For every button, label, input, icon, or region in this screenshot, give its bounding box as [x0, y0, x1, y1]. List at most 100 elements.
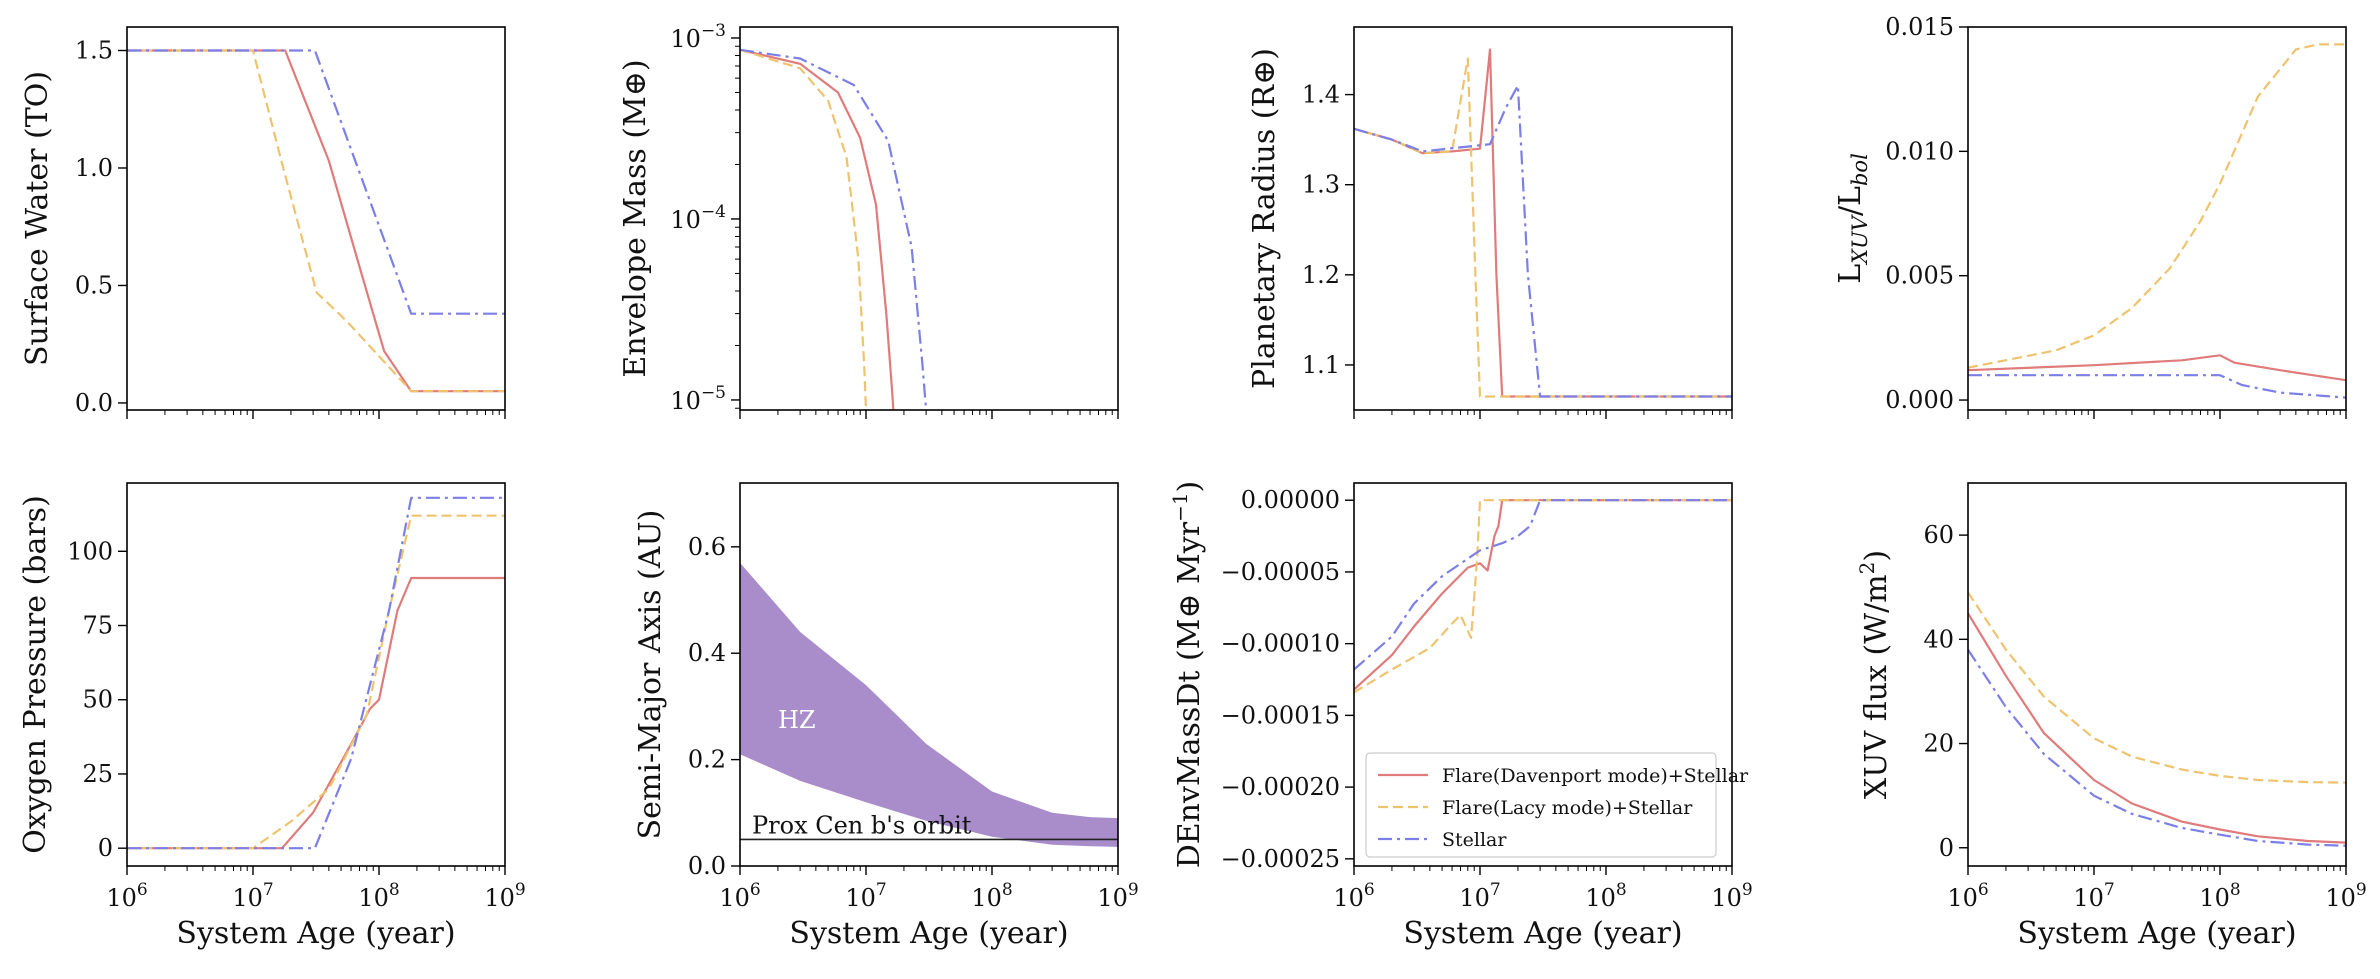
axes-frame — [739, 26, 1119, 411]
series-line-flare_lacy — [1967, 43, 2346, 369]
y-tick-label: 0.005 — [1885, 262, 1954, 290]
y-tick-exponent: −5 — [701, 383, 726, 403]
y-tick-exponent: −4 — [701, 202, 726, 222]
x-tick-label: 107 — [232, 880, 273, 912]
y-axis-label: Semi-Major Axis (AU) — [633, 510, 668, 840]
x-tick-exponent: 9 — [2356, 880, 2367, 900]
x-tick-exponent: 7 — [1490, 880, 1501, 900]
y-tick-label: 0.000 — [1885, 386, 1954, 414]
series-line-flare_davenport — [1967, 354, 2347, 382]
x-tick-label: 107 — [1459, 880, 1500, 912]
series-line-stellar — [1353, 84, 1732, 398]
axes-frame — [126, 26, 506, 411]
y-label-part: L — [1833, 264, 1868, 284]
y-label-subscript: bol — [1848, 153, 1872, 186]
y-tick-label: 1.5 — [75, 36, 113, 64]
x-tick-base: 10 — [1711, 884, 1742, 912]
x-tick-label: 106 — [1947, 880, 1988, 912]
legend-label-flare_davenport: Flare(Davenport mode)+Stellar — [1442, 765, 1749, 787]
y-tick-exponent: −3 — [701, 21, 726, 41]
y-label-part: /L — [1833, 186, 1868, 216]
y-label-part: XUV flux (W/m — [1859, 574, 1894, 799]
x-tick-exponent: 9 — [1128, 880, 1139, 900]
y-tick-label: −0.00010 — [1221, 630, 1340, 658]
y-tick-label: 0 — [98, 834, 113, 862]
x-tick-label: 108 — [2199, 880, 2240, 912]
y-tick-label: 10−3 — [670, 21, 726, 53]
orbit-reference-label: Prox Cen b's orbit — [752, 811, 972, 839]
y-tick-label: 0.4 — [688, 639, 726, 667]
x-axis-label: System Age (year) — [176, 916, 455, 951]
y-tick-label: 60 — [1923, 521, 1954, 549]
x-tick-base: 10 — [1097, 884, 1128, 912]
x-tick-label: 109 — [484, 880, 525, 912]
x-tick-label: 107 — [2073, 880, 2114, 912]
hz-band-area — [740, 562, 1118, 847]
y-label-superscript: −1 — [1168, 492, 1192, 521]
x-tick-base: 10 — [845, 884, 876, 912]
x-tick-exponent: 7 — [876, 880, 887, 900]
axes-frame — [739, 482, 1119, 867]
x-tick-base: 10 — [2199, 884, 2230, 912]
y-tick-label: 10−4 — [670, 202, 726, 234]
y-tick-label: 10−5 — [670, 383, 726, 415]
series-line-flare_lacy — [1353, 57, 1732, 398]
series-line-flare_davenport — [1967, 612, 2347, 844]
x-tick-base: 10 — [358, 884, 389, 912]
y-label-subscript: XUV — [1848, 214, 1872, 266]
y-label-superscript: 2 — [1855, 562, 1879, 575]
x-tick-exponent: 6 — [137, 880, 148, 900]
x-tick-label: 107 — [845, 880, 886, 912]
series-line-flare_lacy — [1967, 591, 2347, 784]
x-tick-label: 106 — [719, 880, 760, 912]
axes-frame — [1967, 482, 2347, 867]
y-tick-base: 10 — [670, 206, 701, 234]
y-tick-label: 50 — [82, 686, 113, 714]
axes-frame — [1353, 26, 1733, 411]
y-tick-label: 0.015 — [1885, 13, 1954, 41]
panel-planetary_radius: 1.1 1.2 1.3 1.4 Planetary Radius (R⊕) — [1247, 26, 1733, 419]
series-line-flare_lacy — [127, 49, 505, 393]
legend-box — [1365, 752, 1717, 858]
x-tick-base: 10 — [106, 884, 137, 912]
series-line-flare_lacy — [127, 514, 505, 850]
x-axis-label: System Age (year) — [2017, 916, 2296, 951]
series-line-flare_davenport — [127, 49, 505, 393]
y-tick-label: 1.2 — [1302, 261, 1340, 289]
y-axis-label: Planetary Radius (R⊕) — [1247, 48, 1282, 389]
x-tick-base: 10 — [971, 884, 1002, 912]
x-tick-exponent: 7 — [2104, 880, 2115, 900]
axes-frame — [126, 482, 506, 867]
x-tick-label: 108 — [1585, 880, 1626, 912]
hz-band-label: HZ — [778, 706, 816, 734]
panel-lxuv_lbol: 0.000 0.005 0.010 0.015 LXUV/Lbol — [1833, 13, 2347, 419]
x-tick-base: 10 — [1585, 884, 1616, 912]
x-tick-base: 10 — [484, 884, 515, 912]
y-tick-label: 0.2 — [688, 746, 726, 774]
y-tick-label: −0.00020 — [1221, 773, 1340, 801]
y-tick-label: 75 — [82, 612, 113, 640]
y-tick-label: 0.5 — [75, 271, 113, 299]
y-axis-label: LXUV/Lbol — [1833, 153, 1872, 284]
x-tick-label: 106 — [106, 880, 147, 912]
x-tick-base: 10 — [1333, 884, 1364, 912]
axes-frame — [1967, 26, 2347, 411]
x-tick-label: 108 — [971, 880, 1012, 912]
legend: Flare(Davenport mode)+Stellar Flare(Lacy … — [1365, 752, 1749, 858]
y-tick-label: 0 — [1939, 834, 1954, 862]
series-line-flare_davenport — [127, 576, 505, 850]
x-axis-label: System Age (year) — [789, 916, 1068, 951]
x-tick-label: 109 — [2325, 880, 2366, 912]
series-line-flare_lacy — [739, 48, 868, 411]
y-tick-label: −0.00005 — [1221, 558, 1340, 586]
series-line-flare_davenport — [1353, 499, 1732, 691]
y-tick-base: 10 — [670, 25, 701, 53]
x-tick-exponent: 6 — [1364, 880, 1375, 900]
y-tick-label: 0.010 — [1885, 137, 1954, 165]
legend-label-stellar: Stellar — [1442, 829, 1507, 851]
series-line-stellar — [127, 49, 505, 315]
